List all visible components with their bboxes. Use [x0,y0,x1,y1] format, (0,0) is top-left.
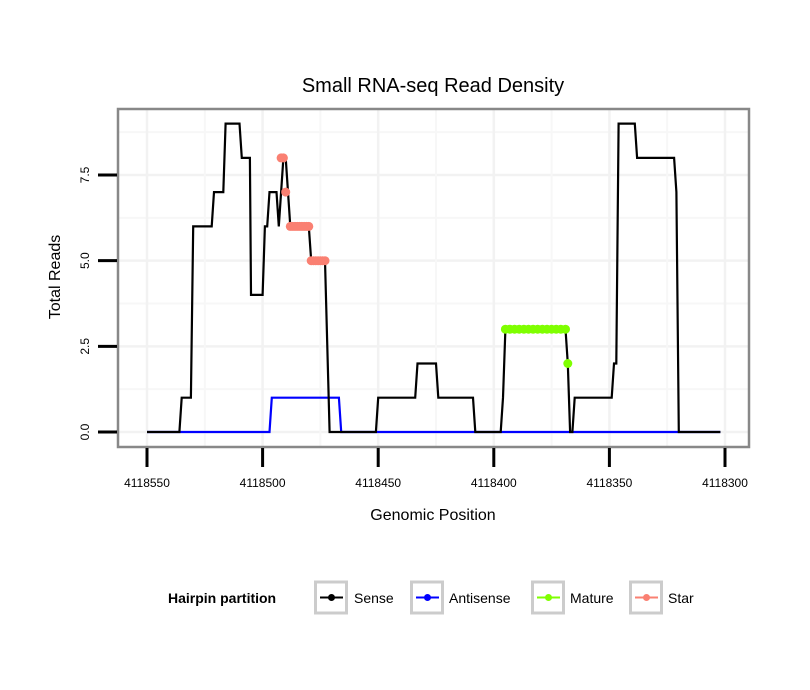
legend-key-point [328,594,335,601]
series-line-sense [147,122,721,434]
series-line-antisense [147,396,721,434]
legend-entry-mature: Mature [531,580,614,615]
y-axis: 0.0 2.5 5.0 7.5 [78,166,117,440]
series-layer [147,122,721,434]
legend-label: Star [668,590,694,606]
legend-entry-antisense: Antisense [410,580,511,615]
x-tick-label: 4118500 [240,476,286,490]
data-point-star [278,153,288,163]
legend-entry-sense: Sense [314,580,394,615]
legend-key-point [424,594,431,601]
plot-panel-background [118,109,749,447]
x-tick-label: 4118350 [586,476,632,490]
plot-panel-border [116,107,751,449]
y-tick-label: 7.5 [78,166,92,183]
data-point-star [281,187,291,197]
data-point-star [320,256,330,266]
x-tick-label: 4118400 [471,476,517,490]
data-point-mature [561,324,570,334]
y-axis-title: Total Reads [47,235,64,320]
legend-key-point [545,594,552,601]
legend-label: Sense [354,590,394,606]
legend-key-point [643,594,650,601]
x-axis-title: Genomic Position [370,507,495,524]
y-tick-label: 0.0 [78,423,92,440]
x-tick-label: 4118300 [702,476,748,490]
legend: Hairpin partition Sense Antisense Mature St… [168,580,694,615]
legend-label: Antisense [449,590,511,606]
legend-title: Hairpin partition [168,590,276,606]
x-tick-label: 4118450 [355,476,401,490]
data-point-star [304,221,314,231]
x-axis: 4118550 4118500 4118450 4118400 4118350 41183… [124,448,748,490]
legend-label: Mature [570,590,614,606]
y-tick-label: 5.0 [78,252,92,269]
x-tick-label: 4118550 [124,476,170,490]
data-point-mature [563,359,573,368]
y-tick-label: 2.5 [78,338,92,355]
chart-title: Small RNA-seq Read Density [302,75,564,97]
legend-entry-star: Star [629,580,694,615]
